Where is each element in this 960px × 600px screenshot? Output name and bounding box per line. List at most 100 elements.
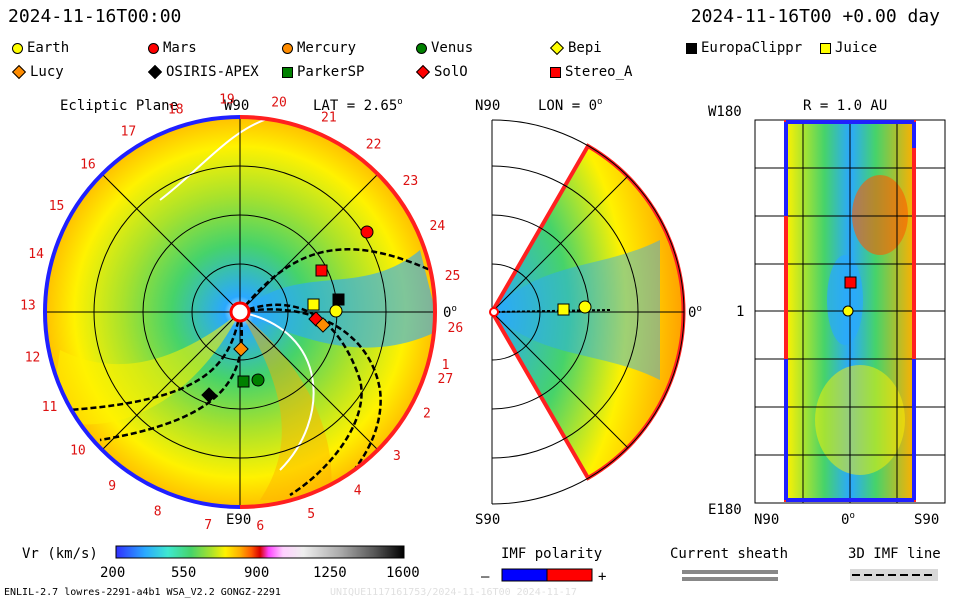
- imf-polarity-title: IMF polarity: [501, 546, 602, 562]
- colorbar-tick: 1250: [313, 565, 347, 581]
- legend-label: Juice: [835, 40, 878, 56]
- earth-marker-icon: [842, 305, 854, 317]
- rotation-number: 19: [219, 93, 235, 108]
- juice-marker-icon: [307, 298, 320, 311]
- colorbar-label: Vr (km/s): [22, 546, 98, 562]
- meridional-north-label: N90: [475, 98, 500, 114]
- current-sheath-legend: Current sheath: [670, 546, 788, 581]
- rotation-number: 23: [403, 174, 419, 189]
- meridional-panel: N90 LON = 0o S90 0o: [475, 97, 702, 528]
- mars-marker-icon: [360, 225, 374, 239]
- ecliptic-lat-label: LAT = 2.65o: [313, 97, 403, 114]
- sphere-bottom-s: S90: [914, 512, 939, 528]
- imf-positive-swatch: [546, 568, 593, 582]
- stereo-a-marker-icon: [315, 264, 328, 277]
- rotation-number: 10: [70, 444, 86, 459]
- ecliptic-plane-panel: Ecliptic Plane W90 LAT = 2.65o E90 0o 12…: [20, 93, 463, 534]
- legend-item-juice: Juice: [820, 40, 877, 56]
- ecliptic-zero-label: 0o: [443, 304, 457, 321]
- parkersp-marker-icon: [237, 375, 250, 388]
- legend-item-venus: Venus: [416, 40, 473, 56]
- sphere-title: R = 1.0 AU: [803, 98, 887, 114]
- legend-label: OSIRIS-APEX: [166, 64, 259, 80]
- current-sheath-swatch: [682, 570, 778, 574]
- rotation-number: 9: [108, 479, 116, 494]
- imf-minus-label: –: [481, 569, 490, 585]
- earth-marker-icon: [578, 300, 592, 314]
- current-sheath-swatch: [682, 577, 778, 581]
- legend-item-lucy: Lucy: [11, 64, 64, 80]
- rotation-number: 13: [20, 299, 36, 314]
- mercury-marker-icon: [282, 42, 293, 54]
- venus-marker-icon: [251, 373, 265, 387]
- mars-marker-icon: [148, 42, 159, 54]
- meridional-lon-label: LON = 0o: [538, 97, 602, 114]
- rotation-number: 1: [442, 358, 450, 373]
- legend-item-bepi: Bepi: [549, 40, 602, 56]
- rotation-number: 8: [154, 504, 162, 519]
- spacecraft-legend: Earth Mars Mercury Venus Bepi EuropaClip…: [0, 0, 960, 90]
- legend-item-europaclippr: EuropaClippr: [686, 40, 802, 56]
- rotation-number: 20: [271, 95, 287, 110]
- imf-plus-label: +: [598, 569, 606, 585]
- meridional-south-label: S90: [475, 512, 500, 528]
- venus-marker-icon: [416, 42, 427, 54]
- meridional-zero-label: 0o: [688, 304, 702, 321]
- rotation-number: 14: [28, 247, 44, 262]
- rotation-number: 5: [307, 507, 315, 522]
- rotation-number: 22: [366, 137, 382, 152]
- sphere-map-panel: R = 1.0 AU W180 E180 1 N90 0o S90: [708, 98, 946, 528]
- mercury-marker-icon: [315, 317, 331, 333]
- sun-icon: [229, 301, 251, 323]
- colorbar-tick: 550: [171, 565, 196, 581]
- legend-item-osiris-apex: OSIRIS-APEX: [147, 64, 259, 80]
- legend-item-mercury: Mercury: [282, 40, 356, 56]
- rotation-number: 27: [438, 372, 454, 387]
- legend-label: SolO: [434, 64, 468, 80]
- legend-label: Lucy: [30, 64, 64, 80]
- legend-item-parkersp: ParkerSP: [282, 64, 364, 80]
- imf-3d-line-legend: 3D IMF line: [848, 546, 941, 581]
- stereo-a-marker-icon: [550, 66, 561, 78]
- earth-marker-icon: [329, 304, 343, 318]
- rotation-number: 12: [25, 351, 41, 366]
- europaclippr-marker-icon: [686, 42, 697, 54]
- imf-negative-swatch: [501, 568, 548, 582]
- sun-icon: [489, 307, 499, 317]
- footer-left: ENLIL-2.7 lowres-2291-a4b1 WSA_V2.2 GONG…: [4, 587, 281, 598]
- rotation-number: 4: [354, 483, 362, 498]
- legend-item-mars: Mars: [148, 40, 197, 56]
- rotation-number: 18: [168, 103, 184, 118]
- legend-label: ParkerSP: [297, 64, 365, 80]
- legend-label: Venus: [431, 40, 474, 56]
- juice-marker-icon: [820, 42, 831, 54]
- footer-right: UNIQUE1117161753/2024-11-16T00 2024-11-1…: [330, 587, 577, 598]
- imf-polarity-legend: IMF polarity – +: [481, 546, 606, 585]
- parkersp-marker-icon: [282, 66, 293, 78]
- colorbar-tick: 200: [100, 565, 125, 581]
- sphere-bottom-zero: 0o: [841, 511, 855, 528]
- legend-label: Bepi: [568, 40, 602, 56]
- ecliptic-title: Ecliptic Plane: [60, 98, 178, 114]
- legend-item-stereo-a: Stereo_A: [550, 64, 632, 80]
- juice-marker-icon: [557, 303, 570, 316]
- colorbar-tick: 900: [244, 565, 269, 581]
- sphere-mid-left: 1: [736, 304, 744, 320]
- colorbar-tick: 1600: [386, 565, 420, 581]
- osiris-apex-marker-icon: [201, 387, 217, 403]
- rotation-number: 17: [121, 125, 137, 140]
- rotation-number: 16: [80, 157, 96, 172]
- sphere-bottom-left: E180: [708, 502, 742, 518]
- rotation-number: 25: [445, 269, 461, 284]
- sphere-bottom-n: N90: [754, 512, 779, 528]
- rotation-number: 21: [321, 111, 337, 126]
- stereo-a-marker-icon: [844, 276, 857, 289]
- legend-label: EuropaClippr: [701, 40, 803, 56]
- colorbar-gradient: [115, 545, 405, 559]
- legend-label: Stereo_A: [565, 64, 633, 80]
- sphere-top-left: W180: [708, 104, 742, 120]
- current-sheath-title: Current sheath: [670, 546, 788, 562]
- legend-item-solo: SolO: [415, 64, 468, 80]
- legend-item-earth: Earth: [12, 40, 69, 56]
